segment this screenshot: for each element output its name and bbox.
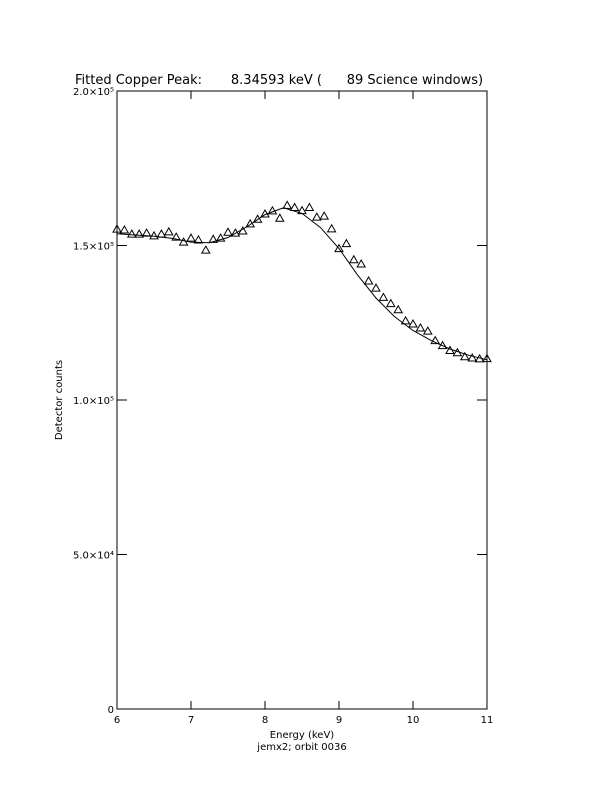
x-tick-label: 10 — [407, 715, 420, 726]
x-tick-label: 7 — [188, 715, 194, 726]
data-point — [112, 224, 122, 233]
data-point — [430, 335, 441, 345]
data-point — [400, 315, 411, 325]
data-point — [378, 292, 389, 301]
data-point — [126, 229, 137, 238]
data-point — [215, 233, 226, 242]
y-axis-label: Detector counts — [54, 360, 65, 440]
data-point — [267, 205, 278, 215]
data-point — [178, 237, 189, 246]
data-point — [385, 298, 396, 308]
data-point — [371, 283, 381, 292]
data-point — [134, 229, 145, 238]
data-point — [289, 202, 300, 211]
chart-title: Fitted Copper Peak: 8.34593 keV ( 89 Sci… — [75, 73, 483, 88]
data-point — [482, 353, 492, 363]
data-point — [193, 234, 204, 244]
data-point — [311, 212, 322, 221]
data-point — [467, 352, 478, 362]
x-tick-label: 6 — [114, 715, 120, 726]
x-axis-label: Energy (keV) — [270, 730, 335, 741]
y-tick-label: 1.5×10⁵ — [73, 242, 114, 253]
data-point — [149, 230, 159, 240]
data-point — [334, 243, 344, 253]
data-point — [415, 322, 426, 332]
fit-line — [116, 207, 488, 361]
data-point — [274, 213, 285, 222]
data-point — [282, 200, 293, 209]
data-point — [326, 223, 337, 233]
y-tick-label: 0 — [108, 705, 114, 716]
data-point — [319, 211, 330, 220]
data-point — [171, 232, 182, 241]
y-tick-label: 2.0×10⁵ — [73, 87, 114, 98]
y-tick-label: 5.0×10⁴ — [73, 551, 114, 562]
x-tick-label: 8 — [262, 715, 268, 726]
data-point — [119, 225, 130, 234]
data-point — [348, 254, 359, 264]
y-tick-label: 1.0×10⁵ — [73, 396, 114, 407]
footnote: jemx2; orbit 0036 — [256, 742, 346, 753]
data-point — [459, 351, 470, 361]
data-point — [163, 226, 174, 236]
data-point — [422, 326, 433, 335]
data-point — [356, 259, 367, 268]
data-point — [304, 202, 315, 211]
data-point — [223, 227, 233, 236]
data-point — [200, 245, 211, 254]
x-tick-label: 11 — [481, 715, 494, 726]
data-point — [341, 238, 352, 248]
x-tick-label: 9 — [336, 715, 342, 726]
data-point — [363, 276, 374, 285]
data-point — [186, 233, 196, 242]
data-point — [408, 318, 418, 328]
data-point — [208, 234, 219, 243]
data-point — [393, 304, 404, 314]
